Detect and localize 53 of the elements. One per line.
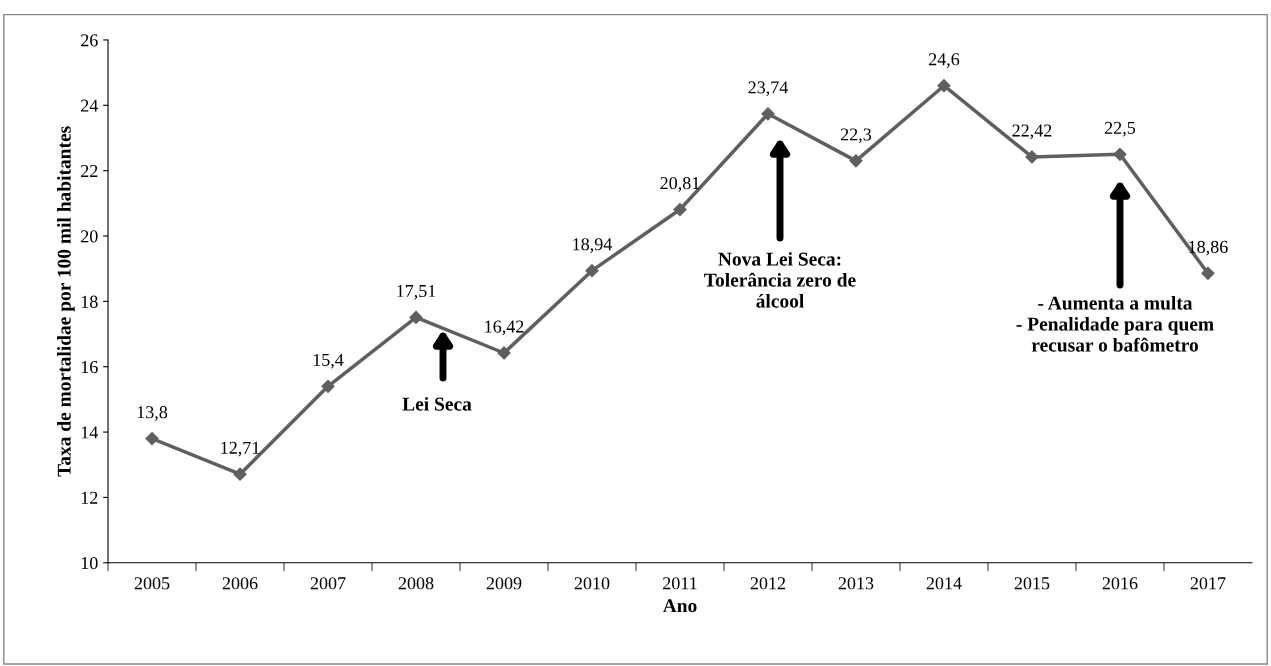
point	[1025, 150, 1039, 164]
point	[585, 264, 599, 278]
data-label: 22,42	[1012, 124, 1052, 140]
point	[937, 79, 951, 93]
y-tick-label: 22	[81, 164, 98, 177]
point	[409, 310, 423, 324]
y-tick-label: 14	[81, 426, 99, 439]
y-tick-label: 24	[81, 99, 99, 112]
data-label: 15,4	[313, 353, 344, 369]
x-tick-label: 2009	[486, 577, 522, 590]
x-tick-label: 2011	[663, 577, 697, 590]
data-label: 20,81	[660, 177, 700, 192]
y-axis-title: Taxa de mortalidae por 100 mil habitantes	[57, 126, 75, 477]
point	[145, 432, 159, 446]
point	[673, 202, 687, 217]
data-label: 17,51	[397, 284, 436, 300]
data-label: 23,74	[748, 81, 789, 97]
y-tick-label: 16	[81, 361, 98, 374]
x-tick-label: 2005	[134, 577, 170, 590]
x-tick-label: 2008	[398, 577, 434, 590]
y-tick-label: 18	[81, 295, 98, 308]
y-tick-label: 20	[81, 230, 98, 243]
data-label: 24,6	[928, 53, 960, 68]
x-tick-label: 2016	[1102, 577, 1138, 590]
data-label: 16,42	[485, 320, 524, 336]
x-tick-label: 2017	[1190, 577, 1226, 590]
x-tick-label: 2014	[926, 577, 962, 590]
x-tick-label: 2007	[310, 577, 346, 590]
data-label: 22,3	[840, 128, 872, 144]
y-tick-label: 12	[81, 491, 98, 504]
data-label: 13,8	[137, 406, 168, 421]
data-label: 22,5	[1104, 121, 1136, 137]
point	[497, 346, 511, 360]
point	[233, 467, 247, 481]
point	[1113, 147, 1127, 161]
x-tick-label: 2010	[574, 577, 610, 590]
point	[1201, 266, 1215, 280]
x-tick-label: 2013	[838, 577, 874, 590]
x-axis-title: Ano	[662, 599, 697, 613]
annotation: Nova Lei Seca: Tolerância zero de álcool	[704, 252, 856, 308]
x-tick-label: 2012	[750, 577, 786, 590]
point	[849, 154, 863, 168]
point	[761, 107, 775, 121]
point	[321, 379, 335, 393]
y-tick-label: 10	[81, 557, 98, 570]
x-tick-label: 2006	[222, 577, 258, 590]
data-label: 18,94	[573, 238, 613, 253]
data-label: 18,86	[1189, 240, 1228, 256]
data-label: 12,71	[221, 441, 260, 457]
y-tick-label: 26	[81, 34, 98, 47]
annotation: - Aumenta a multa - Penalidade para quem recusar o bafômetro	[1016, 296, 1214, 352]
annotation: Lei Seca	[402, 397, 472, 411]
x-tick-label: 2015	[1014, 577, 1050, 590]
